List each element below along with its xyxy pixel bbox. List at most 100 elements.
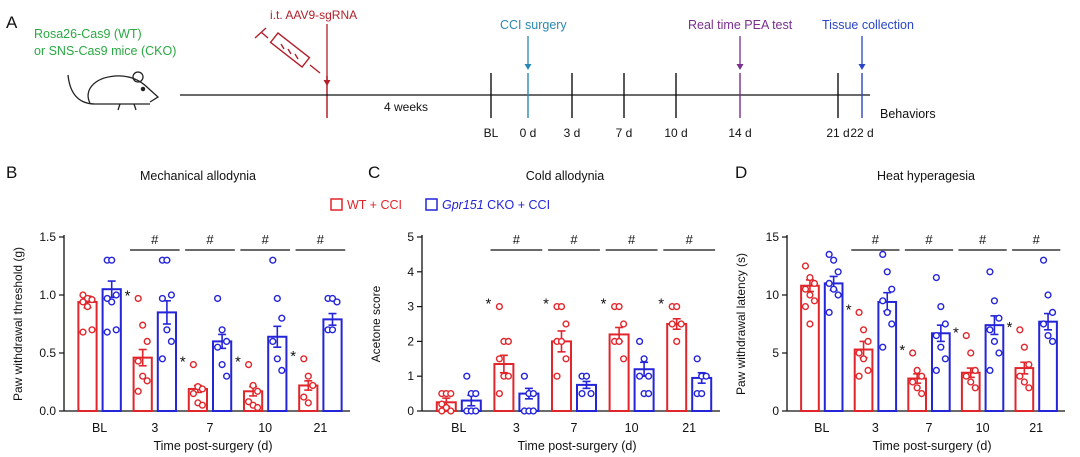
data-point [438,407,446,415]
data-point [557,337,566,346]
data-point [167,291,176,299]
significance-star: * [125,287,131,304]
y-tick-label: 1 [407,369,414,383]
data-point [1048,337,1057,346]
data-point [223,372,231,380]
x-tick-label: 3 [151,421,158,435]
legend-cko-swatch [425,198,438,211]
data-point [918,372,926,380]
data-point [253,387,262,395]
significance-hash: # [570,232,578,247]
data-point [495,355,504,363]
data-point [300,355,308,363]
data-point [139,321,147,329]
data-point [88,296,96,304]
pea-test-label: Real time PEA test [688,18,793,32]
y-tick-label: 0 [772,404,779,418]
data-point [806,291,814,299]
data-point [189,361,197,369]
data-point [909,349,917,357]
data-point [888,285,896,293]
data-point [134,294,142,303]
data-point [438,400,446,408]
data-point [139,372,147,380]
x-tick-label: BL [92,421,107,435]
significance-star: * [658,296,664,313]
data-point [864,366,872,375]
timeline-tick-label: 21 d [826,126,849,140]
data-point [834,291,842,299]
data-point [495,303,504,311]
data-point [932,274,940,282]
data-point [986,268,994,276]
data-point [673,337,681,346]
significance-hash: # [317,232,325,247]
data-point [328,294,337,303]
x-tick-label: 21 [682,421,696,435]
significance-hash: # [513,232,521,247]
data-point [472,390,480,398]
data-point [806,320,814,328]
legend: WT + CCI Gpr151 CKO + CCI [330,198,550,212]
data-point [198,401,206,409]
data-point [269,337,277,346]
y-tick-label: 2 [407,334,414,348]
data-point [134,387,142,395]
data-point [825,279,833,288]
data-point [986,366,994,375]
data-point [971,384,979,392]
y-tick-label: 10 [766,288,780,302]
data-point [635,337,644,346]
timeline-tick-label: BL [484,126,499,140]
significance-star: * [180,354,186,371]
bar [101,288,122,413]
legend-wt-swatch [330,198,343,211]
x-tick-label: 10 [258,421,272,435]
data-point [495,390,504,398]
tissue-arrow-head [858,64,866,70]
y-tick-label: 4 [407,265,414,279]
panel-label-a: A [6,13,18,32]
weeks-label: 4 weeks [384,100,428,114]
x-tick-label: BL [814,421,829,435]
pea-arrow-head [736,64,744,70]
data-point [830,256,838,264]
cci-surgery-label: CCI surgery [500,18,567,32]
data-point [529,407,538,415]
data-point [644,372,653,380]
bar [823,282,844,412]
chart-panel-d: D Heat hyperagesia 0 5 10 15 Paw withdrawal la… [734,163,1065,453]
data-point [158,355,167,363]
data-point [801,262,810,270]
legend-cko-label: Gpr151 CKO + CCI [442,198,550,212]
x-tick-label: 7 [926,421,933,435]
x-tick-label: 21 [1029,421,1043,435]
timeline-tick-label: 14 d [728,126,751,140]
significance-star: * [846,301,852,318]
data-point [218,361,226,369]
data-point [447,407,455,415]
data-point [937,343,945,351]
data-point [112,326,120,334]
data-point [888,320,896,328]
data-point [158,294,167,303]
significance-star: * [601,296,607,313]
data-point [300,393,308,401]
timeline-tick-label: 10 d [664,126,687,140]
data-point [971,366,979,375]
chart-panel-b: B Mechanical allodynia 0.0 0.5 1.0 1.5 Paw wit… [6,163,350,453]
data-point [328,326,337,334]
data-point [223,337,231,346]
data-point [214,343,222,351]
data-point [198,385,206,393]
data-point [309,381,317,390]
chart-title: Mechanical allodynia [140,169,256,183]
aav-label: i.t. AAV9-sgRNA [270,8,357,22]
data-point [913,384,921,392]
data-point [333,298,341,306]
data-point [825,308,833,317]
data-point [83,303,92,311]
data-point [967,378,975,386]
y-tick-label: 1.0 [39,288,56,302]
data-point [855,372,863,380]
